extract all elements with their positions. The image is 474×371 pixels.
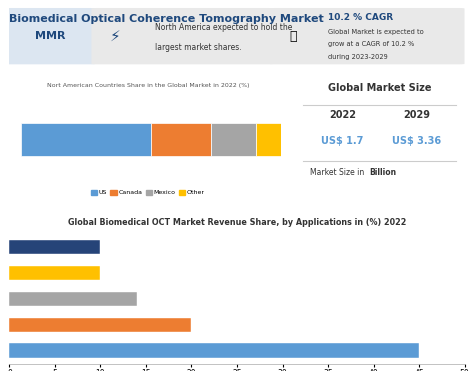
Text: grow at a CAGR of 10.2 %: grow at a CAGR of 10.2 % — [328, 41, 414, 47]
Text: 2029: 2029 — [403, 110, 430, 120]
Text: Global Market Size: Global Market Size — [328, 83, 431, 93]
Text: Market Size in: Market Size in — [310, 168, 366, 177]
Text: 10.2 % CAGR: 10.2 % CAGR — [328, 13, 393, 22]
Bar — [9, 344, 419, 358]
Text: Biomedical Optical Coherence Tomography Market: Biomedical Optical Coherence Tomography … — [9, 14, 324, 24]
FancyBboxPatch shape — [91, 8, 273, 64]
FancyBboxPatch shape — [5, 8, 96, 64]
Bar — [9, 292, 137, 306]
Bar — [9, 318, 191, 332]
Text: North America expected to hold the: North America expected to hold the — [155, 23, 292, 32]
Text: Billion: Billion — [370, 168, 397, 177]
Text: ⚡: ⚡ — [109, 29, 120, 44]
Legend: US, Canada, Mexico, Other: US, Canada, Mexico, Other — [88, 187, 208, 198]
Text: Nort American Countries Share in the Global Market in 2022 (%): Nort American Countries Share in the Glo… — [46, 83, 249, 88]
Bar — [9, 266, 100, 280]
FancyBboxPatch shape — [269, 8, 465, 64]
Bar — [9, 240, 100, 255]
Text: MMR: MMR — [35, 31, 66, 41]
Text: largest market shares.: largest market shares. — [155, 43, 242, 52]
Text: during 2023-2029: during 2023-2029 — [328, 54, 388, 60]
Text: 2022: 2022 — [329, 110, 356, 120]
Text: US$ 1.7: US$ 1.7 — [321, 135, 364, 145]
Text: Global Biomedical OCT Market Revenue Share, by Applications in (%) 2022: Global Biomedical OCT Market Revenue Sha… — [68, 219, 406, 227]
Text: 🔥: 🔥 — [289, 30, 297, 43]
Text: Global Market is expected to: Global Market is expected to — [328, 29, 424, 35]
Text: US$ 3.36: US$ 3.36 — [392, 135, 442, 145]
